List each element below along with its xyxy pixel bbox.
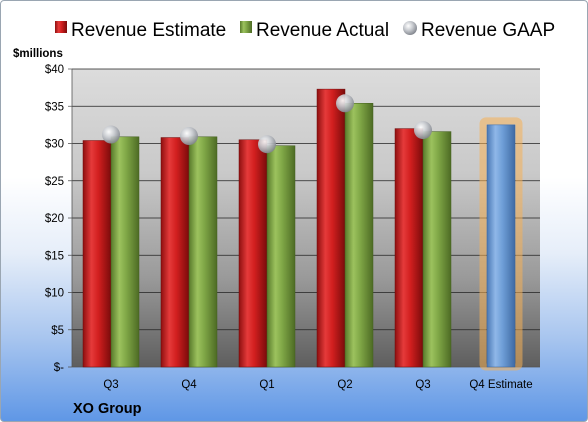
legend-label-gaap: Revenue GAAP (421, 20, 555, 41)
x-axis: Q3 Q4 Q1 Q2 Q3 Q4 Estimate (103, 379, 532, 391)
y-tick-label: $35 (45, 101, 64, 113)
y-tick-label: $10 (45, 288, 64, 300)
legend-swatch-actual (240, 21, 252, 33)
y-tick-label: $20 (45, 213, 64, 225)
bars (82, 88, 523, 371)
legend-label-actual: Revenue Actual (256, 20, 389, 41)
x-tick-label: Q3 (415, 379, 430, 391)
marker-revenue-gaap (414, 121, 432, 140)
bar-revenue-estimate (238, 139, 268, 368)
bar-revenue-actual (110, 136, 140, 368)
y-tick-label: $15 (45, 250, 64, 262)
bar-revenue-actual (344, 103, 374, 368)
bar-revenue-estimate (316, 88, 346, 368)
company-name: XO Group (73, 401, 142, 417)
x-tick-label: Q4 (181, 379, 197, 391)
y-tick-label: $40 (45, 64, 64, 76)
marker-revenue-gaap (102, 125, 120, 144)
bar-q4-estimate (486, 124, 516, 368)
y-axis-unit-label: $millions (13, 48, 63, 60)
x-tick-label: Q1 (259, 379, 274, 391)
bar-revenue-actual (422, 131, 452, 368)
y-tick-label: $5 (51, 325, 64, 337)
y-tick-label: $- (54, 362, 64, 374)
y-axis: $- $5 $10 $15 $20 $25 $30 $35 $40 (45, 64, 73, 374)
bar-revenue-estimate (82, 140, 112, 368)
legend-label-estimate: Revenue Estimate (71, 20, 226, 41)
x-tick-label: Q3 (103, 379, 118, 391)
x-tick-label: Q2 (337, 379, 352, 391)
marker-revenue-gaap (258, 135, 276, 154)
bar-revenue-actual (266, 145, 296, 368)
y-tick-label: $30 (45, 139, 64, 151)
legend: Revenue Estimate Revenue Actual Revenue … (55, 20, 555, 41)
marker-revenue-gaap (180, 127, 198, 146)
legend-swatch-estimate (55, 21, 67, 33)
gridlines (72, 68, 540, 368)
bar-revenue-estimate (160, 137, 190, 368)
legend-marker-gaap (403, 21, 417, 35)
y-tick-label: $25 (45, 176, 64, 188)
x-tick-label: Q4 Estimate (469, 379, 532, 391)
marker-revenue-gaap (336, 94, 354, 113)
bar-revenue-estimate (394, 128, 424, 368)
bar-revenue-actual (188, 136, 218, 368)
